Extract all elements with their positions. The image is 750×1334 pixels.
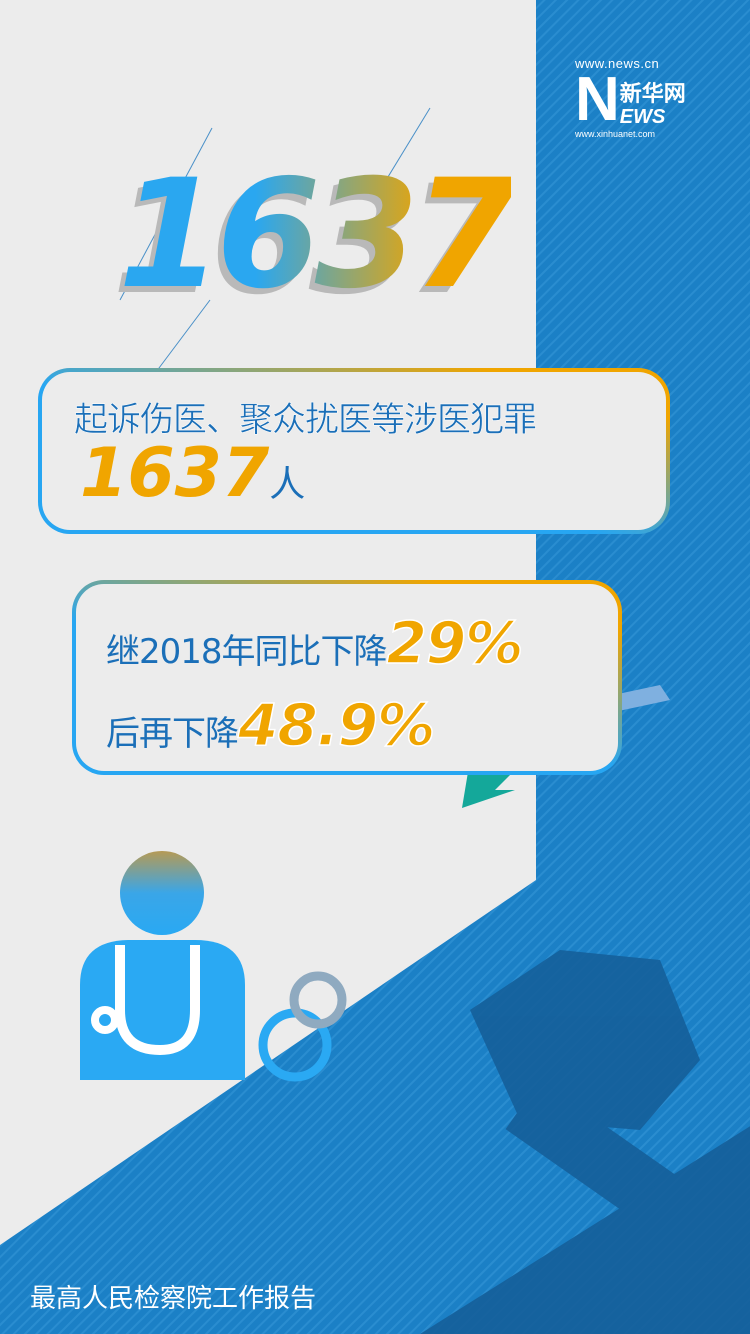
prosecution-number: 1637 — [80, 434, 270, 513]
decline-2-value: 48.9% — [237, 691, 436, 759]
decline-2-label: 后再下降 — [106, 714, 239, 754]
logo-url-top: www.news.cn — [575, 56, 660, 71]
prosecution-count: 1637人 — [80, 440, 305, 508]
decline-1-value: 29% — [386, 609, 524, 677]
handcuffs-icon — [258, 971, 347, 1082]
xinhua-logo: www.news.cn N 新华网 EWS www.xinhuanet.com — [575, 56, 725, 139]
decline-1-label: 继2018年同比下降 — [106, 632, 388, 672]
hero-number: 1637 — [118, 148, 517, 322]
decline-line-1: 继2018年同比下降29% — [106, 613, 524, 673]
decline-line-2: 后再下降48.9% — [106, 695, 436, 755]
source-footer: 最高人民检察院工作报告 — [30, 1284, 317, 1314]
logo-url-bottom: www.xinhuanet.com — [575, 129, 656, 139]
card-decline — [72, 580, 622, 775]
logo-ews: EWS — [619, 106, 666, 128]
card-prosecutions — [38, 368, 670, 534]
doctor-icon — [80, 851, 245, 1080]
prosecution-label: 起诉伤医、聚众扰医等涉医犯罪 — [74, 400, 538, 441]
logo-n: N — [575, 65, 620, 134]
gavel-icon — [420, 950, 750, 1334]
logo-name: 新华网 — [619, 82, 686, 107]
prosecution-unit: 人 — [269, 464, 306, 505]
